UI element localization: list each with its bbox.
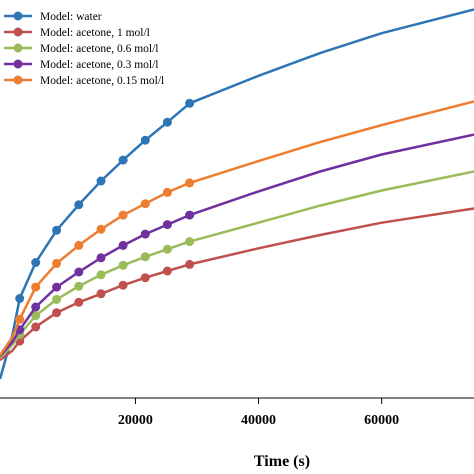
legend-item: Model: acetone, 0.3 mol/l — [4, 59, 159, 71]
data-point — [52, 258, 62, 268]
legend-item: Model: acetone, 1 mol/l — [4, 27, 150, 39]
legend-item: Model: acetone, 0.15 mol/l — [4, 75, 164, 87]
data-point — [96, 253, 106, 263]
data-point — [185, 178, 195, 188]
data-point — [31, 258, 41, 267]
data-point — [118, 210, 128, 220]
data-point — [74, 281, 84, 291]
x-tick-label: 60000 — [364, 413, 399, 428]
x-axis-ticks: 20000 40000 60000 — [118, 398, 399, 428]
data-point — [31, 322, 41, 332]
data-point — [52, 282, 62, 292]
data-point — [140, 199, 150, 209]
data-point — [140, 135, 150, 145]
data-point — [162, 266, 172, 276]
data-point — [118, 260, 128, 270]
legend-label: Model: water — [40, 11, 102, 23]
data-point — [52, 294, 62, 304]
legend-item: Model: acetone, 0.6 mol/l — [4, 43, 159, 55]
data-point — [140, 252, 150, 262]
legend-swatch-marker — [13, 43, 23, 53]
data-point — [162, 117, 172, 127]
series-line — [0, 207, 474, 362]
data-point — [140, 273, 150, 283]
series-1 — [0, 8, 474, 380]
data-point — [74, 240, 84, 250]
data-point — [140, 229, 150, 239]
data-point — [74, 267, 84, 277]
data-point — [96, 270, 106, 280]
data-point — [162, 244, 172, 254]
legend-label: Model: acetone, 0.15 mol/l — [40, 75, 164, 87]
data-point — [118, 155, 128, 165]
data-point — [96, 224, 106, 234]
data-point — [96, 289, 106, 299]
data-point — [15, 314, 25, 324]
data-point — [185, 210, 195, 220]
x-tick-label: 20000 — [118, 413, 153, 428]
legend-swatch-marker — [13, 75, 23, 85]
series-layer — [0, 8, 474, 380]
data-point — [185, 259, 195, 269]
data-point — [185, 98, 195, 108]
data-point — [162, 220, 172, 230]
data-point — [118, 280, 128, 290]
legend-label: Model: acetone, 0.6 mol/l — [40, 43, 159, 55]
series-2 — [0, 207, 474, 362]
data-point — [74, 297, 84, 307]
data-point — [185, 237, 195, 247]
x-tick-label: 40000 — [241, 413, 276, 428]
legend-label: Model: acetone, 1 mol/l — [40, 27, 150, 39]
legend-swatch-marker — [13, 27, 23, 37]
legend-swatch-marker — [13, 11, 23, 21]
data-point — [31, 282, 41, 292]
data-point — [52, 225, 62, 235]
data-point — [96, 176, 106, 186]
data-point — [74, 200, 84, 210]
legend-label: Model: acetone, 0.3 mol/l — [40, 59, 159, 71]
data-point — [31, 311, 41, 321]
data-point — [118, 240, 128, 250]
legend: Model: water Model: acetone, 1 mol/l Model… — [4, 11, 164, 87]
legend-swatch-marker — [13, 59, 23, 69]
legend-item: Model: water — [4, 11, 102, 23]
data-point — [15, 294, 25, 303]
data-point — [31, 302, 41, 312]
series-5 — [0, 100, 474, 357]
data-point — [52, 308, 62, 318]
data-point — [162, 187, 172, 197]
x-axis-title: Time (s) — [254, 453, 310, 470]
